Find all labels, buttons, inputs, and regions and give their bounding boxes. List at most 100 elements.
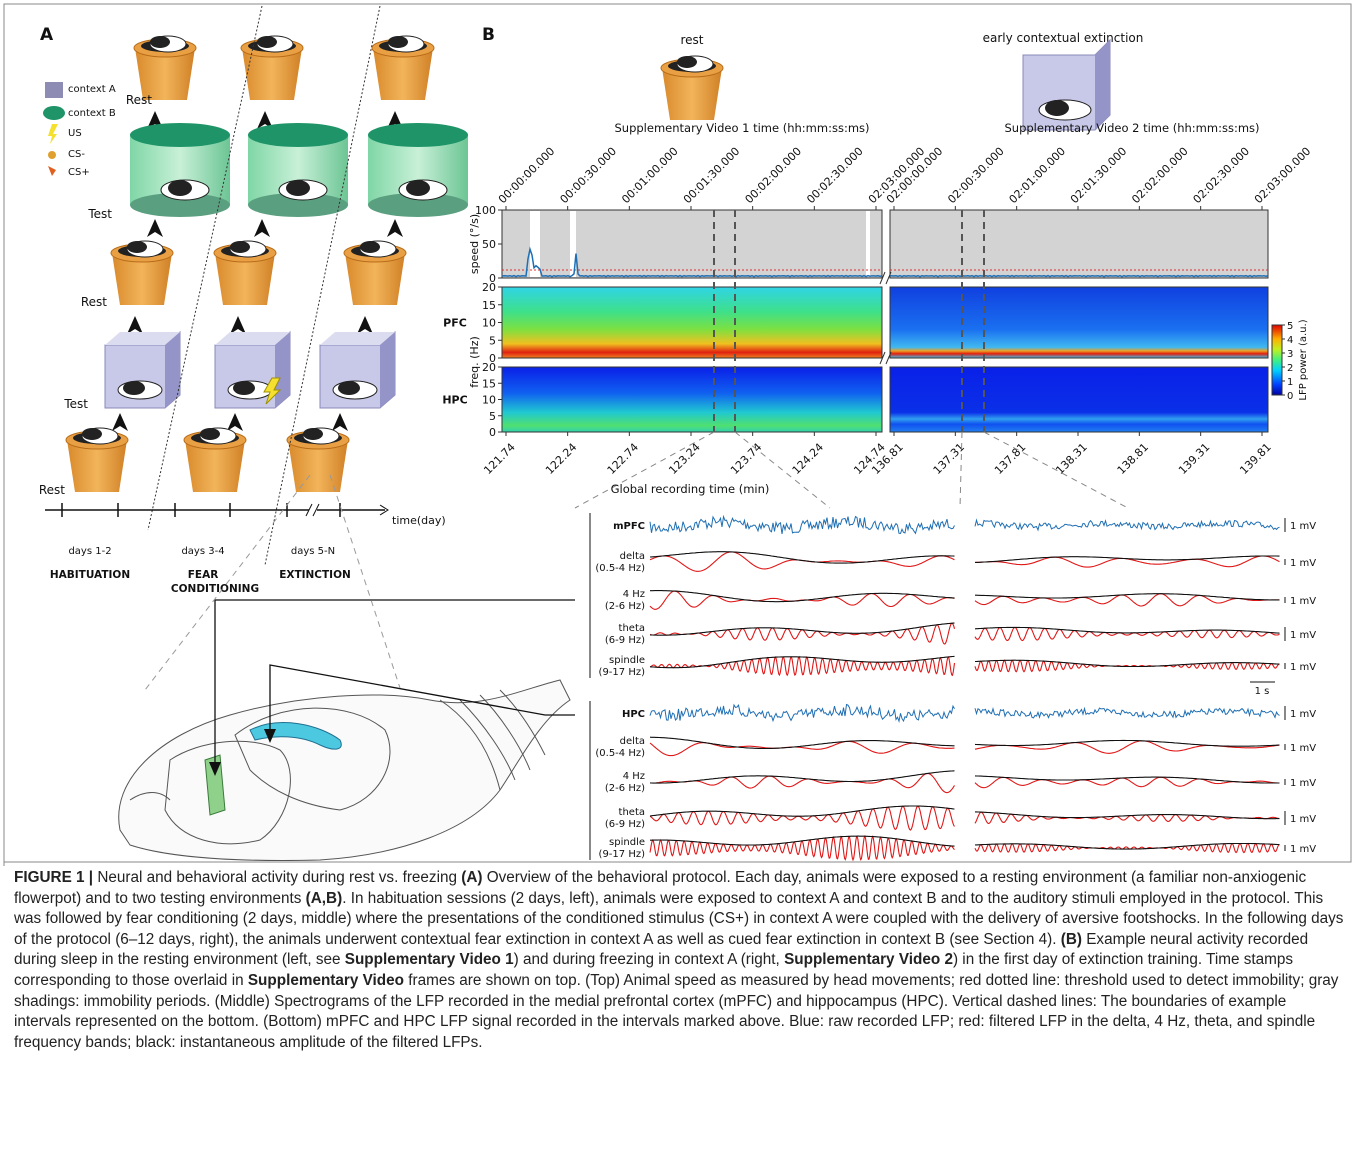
trace-label: delta — [620, 736, 645, 747]
legend-swatch — [45, 82, 63, 98]
arrow — [230, 316, 246, 334]
axis-title: Supplementary Video 1 time (hh:mm:ss:ms) — [614, 121, 869, 135]
scale-label: 1 mV — [1290, 814, 1316, 825]
legend-label: US — [68, 128, 82, 139]
video-tick-label: 02:03:00.000 — [1252, 145, 1313, 206]
trace-label: (6-9 Hz) — [605, 819, 645, 830]
phase-label: CONDITIONING — [171, 583, 259, 595]
phase-label: HABITUATION — [50, 569, 130, 581]
scale-label: 1 mV — [1290, 743, 1316, 754]
colorbar — [1272, 325, 1282, 395]
trace-label: mPFC — [613, 521, 645, 532]
colorbar-tick-label: 2 — [1287, 363, 1293, 374]
flowerpot — [661, 56, 723, 120]
amplitude-envelope — [650, 552, 955, 563]
video-tick-label: 02:02:00.000 — [1129, 145, 1190, 206]
filtered-lfp — [975, 844, 1280, 853]
trace-label: (0.5-4 Hz) — [595, 748, 645, 759]
video-tick-label: 00:01:30.000 — [681, 145, 742, 206]
amplitude-envelope — [975, 627, 1280, 633]
video-tick-label: 02:01:30.000 — [1068, 145, 1129, 206]
raw-lfp — [650, 517, 955, 534]
video-tick-label: 00:00:00.000 — [496, 145, 557, 206]
video-tick-label: 00:02:30.000 — [804, 145, 865, 206]
condition-title: rest — [680, 33, 703, 47]
video-tick-label: 02:00:30.000 — [945, 145, 1006, 206]
x-tick-label: 139.31 — [1176, 441, 1212, 477]
x-tick-label: 122.24 — [543, 441, 579, 477]
stage-label: Test — [63, 397, 88, 411]
panel-label: A — [40, 25, 54, 45]
context-b-cylinder — [130, 123, 230, 217]
trace-label: (2-6 Hz) — [605, 783, 645, 794]
trace-label: (6-9 Hz) — [605, 635, 645, 646]
flowerpot — [372, 36, 434, 100]
scale-label: 1 mV — [1290, 558, 1316, 569]
caption-text: Supplementary Video — [248, 972, 404, 989]
amplitude-envelope — [650, 591, 955, 602]
axis-title: freq. (Hz) — [468, 336, 481, 388]
trace-label: 4 Hz — [623, 589, 645, 600]
video-tick-label: 00:00:30.000 — [558, 145, 619, 206]
day-label: days 1-2 — [68, 546, 111, 557]
filtered-lfp — [650, 657, 955, 675]
caption-text: (B) — [1061, 931, 1082, 948]
context-a-box — [320, 332, 395, 408]
arrow — [387, 219, 403, 237]
arrow — [112, 413, 128, 431]
arrow — [127, 316, 143, 334]
x-tick-label: 139.81 — [1237, 441, 1273, 477]
flowerpot — [134, 36, 196, 100]
amplitude-envelope — [650, 737, 955, 748]
context-b-cylinder — [368, 123, 468, 217]
arrow — [147, 219, 163, 237]
raw-lfp — [975, 708, 1280, 718]
axis-title: speed (°/s) — [468, 214, 481, 274]
scale-label: 1 mV — [1290, 662, 1316, 673]
mobility-gap — [866, 211, 870, 277]
day-label: days 3-4 — [181, 546, 224, 557]
stage-label: Rest — [39, 483, 65, 497]
scale-label: 1 mV — [1290, 709, 1316, 720]
legend-swatch — [43, 106, 65, 120]
scale-label: 1 mV — [1290, 630, 1316, 641]
figure-caption: FIGURE 1 | Neural and behavioral activit… — [14, 868, 1346, 1053]
video-tick-label: 02:01:00.000 — [1007, 145, 1068, 206]
y-tick-label: 5 — [489, 410, 496, 423]
region-label: HPC — [442, 394, 467, 407]
trace-label: (2-6 Hz) — [605, 601, 645, 612]
day-label: days 5-N — [291, 546, 335, 557]
filtered-lfp — [975, 594, 1280, 606]
filtered-lfp — [975, 741, 1280, 753]
trace-label: theta — [619, 623, 645, 634]
axis-title: time(day) — [392, 514, 446, 527]
x-tick-label: 124.24 — [790, 441, 826, 477]
trace-label: (9-17 Hz) — [599, 849, 646, 860]
filtered-lfp — [650, 806, 955, 830]
spectrogram — [502, 287, 882, 358]
filtered-lfp — [650, 741, 955, 755]
scale-label: 1 mV — [1290, 596, 1316, 607]
caption-text: Neural and behavioral activity during re… — [93, 869, 461, 886]
axis-title: Global recording time (min) — [611, 482, 770, 496]
video-tick-label: 02:02:30.000 — [1191, 145, 1252, 206]
caption-text: FIGURE 1 | — [14, 869, 93, 886]
caption-text: Supplementary Video 1 — [345, 951, 514, 968]
trace-label: (9-17 Hz) — [599, 667, 646, 678]
colorbar-tick-label: 5 — [1287, 321, 1293, 332]
arrow — [332, 413, 348, 431]
flowerpot — [287, 428, 349, 492]
x-tick-label: 123.74 — [728, 441, 764, 477]
scale-label: 1 s — [1255, 686, 1270, 697]
scale-label: 1 mV — [1290, 778, 1316, 789]
y-tick-label: 15 — [482, 299, 496, 312]
colorbar-title: LFP power (a.u.) — [1298, 319, 1309, 400]
caption-text: (A) — [461, 869, 482, 886]
trace-label: (0.5-4 Hz) — [595, 563, 645, 574]
arrow — [357, 316, 373, 334]
flowerpot — [214, 241, 276, 305]
filtered-lfp — [650, 552, 955, 571]
caption-text: ) and during freezing in context A (righ… — [514, 951, 784, 968]
colorbar-tick-label: 1 — [1287, 377, 1293, 388]
y-tick-label: 10 — [482, 317, 496, 330]
